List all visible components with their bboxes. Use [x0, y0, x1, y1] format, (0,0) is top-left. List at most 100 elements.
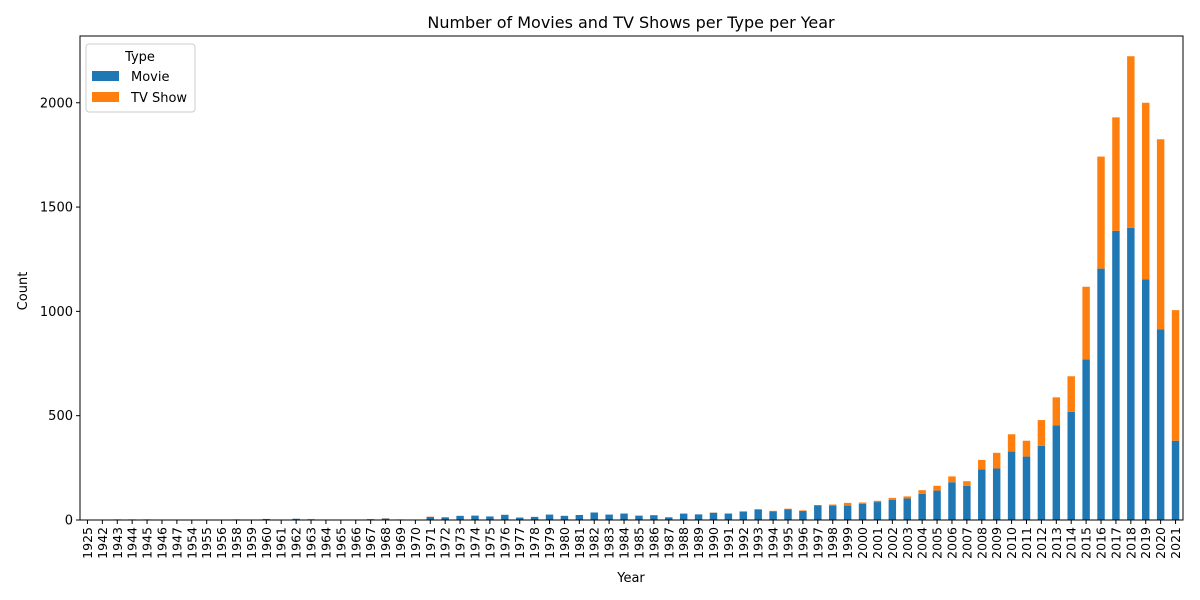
bar-movie-1991: [724, 513, 733, 520]
x-tick-label: 1956: [214, 527, 229, 559]
bar-movie-2006: [948, 482, 956, 520]
x-tick-label: 1971: [423, 527, 438, 559]
x-tick-label: 1982: [587, 527, 602, 559]
bar-tv-show-2013: [1052, 397, 1061, 426]
bar-tv-show-2017: [1112, 117, 1120, 231]
bar-movie-2004: [918, 493, 926, 520]
x-tick-label: 1964: [318, 527, 333, 559]
bar-movie-2016: [1097, 268, 1105, 520]
legend-label-tv-show: TV Show: [130, 91, 187, 106]
x-tick-label: 1946: [154, 527, 169, 559]
x-tick-label: 1993: [751, 527, 766, 559]
bar-movie-1990: [709, 512, 718, 520]
bar-tv-show-2008: [978, 459, 986, 470]
x-tick-label: 1942: [95, 527, 110, 559]
x-tick-label: 1969: [393, 527, 408, 559]
bar-movie-2002: [888, 499, 897, 520]
bar-movie-1962: [292, 518, 300, 520]
bar-tv-show-2016: [1097, 156, 1105, 269]
bar-tv-show-2020: [1156, 139, 1165, 330]
bar-tv-show-1998: [828, 504, 837, 506]
bar-movie-1976: [501, 514, 509, 520]
x-tick-label: 1975: [482, 527, 497, 559]
bar-movie-2015: [1082, 359, 1090, 520]
bar-tv-show-2003: [903, 496, 911, 499]
bar-movie-2017: [1112, 230, 1120, 520]
bar-movie-1968: [381, 518, 390, 520]
x-tick-label: 2006: [944, 527, 959, 559]
bar-movie-2008: [978, 469, 986, 520]
x-tick-label: 1973: [453, 527, 468, 559]
bar-movie-2019: [1142, 279, 1150, 520]
x-tick-label: 1999: [840, 527, 855, 559]
x-tick-label: 1980: [557, 527, 572, 559]
bar-movie-1979: [545, 514, 554, 520]
bar-tv-show-2007: [963, 481, 971, 486]
bar-movie-1999: [843, 505, 852, 520]
x-tick-label: 2004: [915, 527, 930, 559]
x-tick-label: 1985: [631, 527, 646, 559]
x-tick-label: 2016: [1094, 527, 1109, 559]
x-tick-label: 1947: [169, 527, 184, 559]
x-tick-label: 2019: [1138, 527, 1153, 559]
x-tick-label: 1943: [110, 527, 125, 559]
x-tick-label: 1967: [363, 527, 378, 559]
bar-movie-1989: [694, 514, 703, 520]
x-tick-label: 2021: [1168, 527, 1183, 559]
bar-movie-2007: [963, 485, 971, 520]
bar-movie-1987: [665, 517, 673, 520]
y-tick-label: 0: [65, 514, 73, 529]
bar-movie-2020: [1156, 329, 1165, 520]
x-tick-label: 2008: [974, 527, 989, 559]
x-tick-label: 2001: [870, 527, 885, 559]
x-tick-label: 2017: [1108, 527, 1123, 559]
x-tick-label: 2007: [959, 527, 974, 559]
y-tick-label: 500: [48, 409, 73, 424]
x-tick-label: 1998: [825, 527, 840, 559]
bar-movie-1998: [828, 505, 837, 520]
bar-movie-1971: [426, 516, 435, 520]
bar-movie-1974: [471, 515, 479, 520]
x-tick-label: 2018: [1123, 527, 1138, 559]
bars-layer: [83, 56, 1180, 520]
bar-movie-2003: [903, 498, 911, 520]
bar-movie-2021: [1171, 440, 1180, 520]
x-tick-label: 1961: [274, 527, 289, 559]
bar-movie-1995: [784, 509, 792, 520]
x-tick-label: 1987: [661, 527, 676, 559]
y-axis-label: Count: [16, 272, 31, 311]
x-tick-label: 1955: [199, 527, 214, 559]
x-tick-label: 1965: [333, 527, 348, 559]
x-tick-label: 2012: [1034, 527, 1049, 559]
x-tick-label: 1996: [795, 527, 810, 559]
x-tick-label: 1990: [706, 527, 721, 559]
bar-movie-1984: [620, 513, 628, 520]
x-tick-label: 2011: [1019, 527, 1034, 559]
bar-movie-1977: [515, 517, 524, 520]
x-tick-label: 2000: [855, 527, 870, 559]
legend-label-movie: Movie: [131, 70, 169, 85]
x-tick-label: 1970: [408, 527, 423, 559]
bar-movie-1983: [605, 514, 613, 520]
bar-tv-show-1996: [799, 510, 807, 512]
bar-movie-1996: [799, 511, 807, 520]
x-tick-label: 2002: [885, 527, 900, 559]
y-tick-label: 2000: [40, 96, 73, 111]
bar-movie-1981: [575, 514, 584, 520]
bar-movie-1978: [530, 516, 539, 520]
bar-movie-2013: [1052, 425, 1061, 520]
bar-tv-show-2005: [933, 485, 941, 491]
x-tick-label: 2009: [989, 527, 1004, 559]
x-tick-label: 1954: [184, 527, 199, 559]
x-tick-label: 2003: [900, 527, 915, 559]
bar-tv-show-2001: [873, 500, 882, 503]
bar-tv-show-2000: [858, 502, 867, 504]
bar-tv-show-2021: [1171, 310, 1180, 441]
bar-tv-show-2002: [888, 497, 897, 500]
bar-tv-show-2010: [1007, 434, 1016, 452]
bar-movie-2001: [873, 502, 882, 520]
bar-tv-show-2004: [918, 490, 926, 494]
bar-movie-1973: [456, 515, 464, 520]
x-tick-label: 1989: [691, 527, 706, 559]
